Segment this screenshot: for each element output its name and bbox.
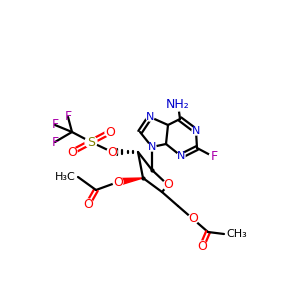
Text: N: N	[148, 142, 156, 152]
Circle shape	[148, 143, 156, 151]
Circle shape	[67, 147, 77, 157]
Circle shape	[197, 241, 207, 251]
Text: N: N	[177, 151, 185, 161]
Polygon shape	[117, 178, 143, 185]
Text: NH₂: NH₂	[166, 98, 190, 110]
Circle shape	[192, 127, 200, 135]
Text: S: S	[87, 136, 95, 148]
Circle shape	[188, 214, 198, 224]
Text: O: O	[83, 197, 93, 211]
Text: F: F	[64, 110, 72, 124]
Circle shape	[105, 127, 115, 137]
Text: O: O	[67, 146, 77, 158]
Text: H₃C: H₃C	[55, 172, 76, 182]
Circle shape	[163, 180, 173, 190]
Text: O: O	[197, 239, 207, 253]
Text: O: O	[107, 146, 117, 158]
Text: O: O	[105, 125, 115, 139]
Circle shape	[107, 147, 117, 157]
Text: F: F	[51, 136, 58, 148]
Text: O: O	[113, 176, 123, 188]
Circle shape	[146, 113, 154, 121]
Circle shape	[85, 136, 97, 148]
Circle shape	[113, 177, 123, 187]
Text: O: O	[188, 212, 198, 226]
Circle shape	[177, 152, 185, 160]
Text: O: O	[163, 178, 173, 191]
Text: F: F	[51, 118, 58, 131]
Text: CH₃: CH₃	[226, 229, 247, 239]
Circle shape	[209, 152, 219, 162]
Circle shape	[171, 97, 185, 111]
Text: F: F	[210, 151, 218, 164]
Text: N: N	[192, 126, 200, 136]
Circle shape	[83, 199, 93, 209]
Text: N: N	[146, 112, 154, 122]
